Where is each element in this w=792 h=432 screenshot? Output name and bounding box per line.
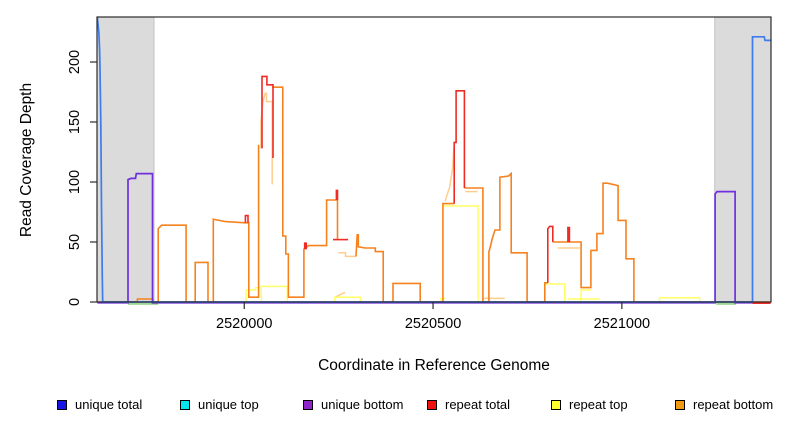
- series-repeat-bottom-5: [552, 182, 771, 303]
- legend-label: unique total: [75, 397, 143, 412]
- series-repeat-top-3: [334, 296, 361, 302]
- series-repeat-top-9: [658, 297, 701, 302]
- legend-label: unique top: [198, 397, 259, 412]
- y-tick-label: 50: [67, 234, 83, 250]
- legend-swatch-icon: [303, 399, 313, 410]
- legend-swatch-icon: [551, 399, 561, 410]
- series-unique-bottom: [97, 172, 771, 304]
- series-repeat-top-2: [260, 285, 289, 302]
- y-axis-title: Read Coverage Depth: [18, 82, 35, 238]
- legend-label: repeat total: [445, 397, 511, 412]
- legend-entry-unique-total: unique total: [57, 397, 142, 412]
- series-repeat-top-5: [442, 205, 479, 302]
- series-repeat-top-6: [544, 283, 566, 302]
- series-repeat-total-2: [261, 75, 274, 158]
- series-repeat-total-7: [546, 225, 554, 283]
- x-tick-label: 2520000: [216, 316, 272, 332]
- y-tick-label: 0: [67, 298, 83, 306]
- series-repeat-wheat-3: [334, 291, 346, 298]
- legend-entry-repeat-bottom: repeat bottom: [675, 397, 773, 412]
- series-repeat-top-4: [440, 297, 446, 302]
- legend-label: unique bottom: [321, 397, 404, 412]
- legend-entry-unique-top: unique top: [180, 397, 259, 412]
- series-repeat-total-6: [453, 90, 466, 204]
- legend-swatch-icon: [57, 399, 67, 410]
- series-repeat-wheat-2: [338, 252, 356, 258]
- x-axis-title: Coordinate in Reference Genome: [318, 357, 550, 374]
- series-repeat-total-1: [244, 214, 249, 223]
- series-repeat-bottom-4: [464, 171, 548, 303]
- legend-label: repeat bottom: [693, 397, 774, 412]
- legend-swatch-icon: [427, 399, 437, 410]
- legend-swatch-icon: [180, 399, 190, 410]
- series-repeat-total-4: [335, 189, 339, 200]
- series-repeat-bottom-2: [272, 86, 339, 299]
- series-repeat-bottom-3: [355, 202, 455, 303]
- series-unique-total-top: [96, 17, 771, 303]
- legend-entry-repeat-total: repeat total: [427, 397, 510, 412]
- series-repeat-top-1: [245, 286, 261, 302]
- y-tick-label: 100: [67, 170, 83, 194]
- series-repeat-top-7: [580, 289, 591, 302]
- legend-entry-repeat-top: repeat top: [551, 397, 628, 412]
- plot-box: [96, 16, 772, 303]
- x-tick-label: 2521000: [594, 316, 650, 332]
- plot-area: 0 50 100 150 200 2520000 2520500 2521000: [67, 16, 772, 332]
- series-repeat-total-3: [303, 242, 308, 250]
- series-repeat-wheat-4: [444, 148, 455, 202]
- y-tick-label: 200: [67, 50, 83, 74]
- legend-swatch-icon: [675, 399, 685, 410]
- y-tick-label: 150: [67, 110, 83, 134]
- masked-region-left: [96, 16, 155, 303]
- x-tick-label: 2520500: [405, 316, 461, 332]
- legend-label: repeat top: [569, 397, 628, 412]
- series-repeat-total-8: [567, 226, 571, 242]
- masked-region-right: [714, 16, 772, 303]
- legend-entry-unique-bottom: unique bottom: [303, 397, 403, 412]
